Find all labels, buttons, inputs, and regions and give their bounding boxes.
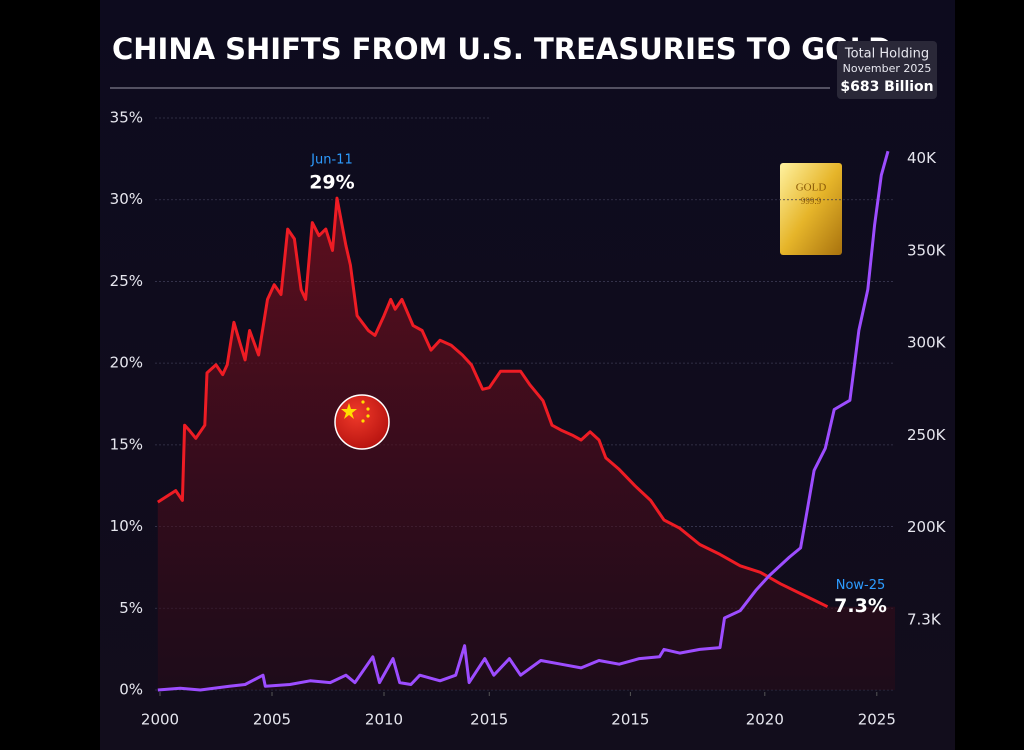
y-tick-label: 10% bbox=[110, 517, 143, 535]
y-tick-label: 30% bbox=[110, 190, 143, 208]
annotation-date: Now-25 bbox=[836, 578, 886, 593]
annotation-value: 7.3% bbox=[834, 595, 887, 617]
series-line bbox=[156, 196, 829, 609]
gold-bar-body bbox=[780, 163, 842, 255]
flag-star bbox=[341, 403, 357, 419]
flag-star bbox=[366, 407, 370, 411]
x-tick-label: 2015 bbox=[470, 711, 508, 729]
y2-tick-label: 250K bbox=[907, 426, 947, 444]
plot: 0% 5% 10% 15% 20% 25% 30% 35% 7.3K 200K 250K 300K 35… bbox=[110, 109, 947, 729]
chart-title: CHINA SHIFTS FROM U.S. TREASURIES TO GOL… bbox=[112, 32, 892, 66]
info-title: Total Holding bbox=[844, 47, 929, 62]
flag-star bbox=[366, 414, 370, 418]
series-line bbox=[157, 150, 890, 692]
x-tick-label: 2010 bbox=[365, 711, 403, 729]
x-tick-label: 2020 bbox=[746, 711, 784, 729]
y2-tick-label: 40K bbox=[907, 149, 937, 167]
x-tick-label: 2025 bbox=[858, 711, 896, 729]
y-tick-label: 25% bbox=[110, 272, 143, 290]
area-fill bbox=[157, 198, 896, 690]
y-tick-label: 0% bbox=[119, 681, 143, 699]
y2-tick-label: 7.3K bbox=[907, 610, 942, 628]
gold-bar: GOLD 999.9 bbox=[780, 163, 842, 255]
annotation-date: Jun-11 bbox=[310, 153, 353, 168]
x-tick-label: 2015 bbox=[611, 711, 649, 729]
gold-bar-purity: 999.9 bbox=[801, 196, 822, 206]
y2-tick-label: 350K bbox=[907, 241, 947, 259]
flag-star bbox=[361, 400, 365, 404]
x-tick-label: 2005 bbox=[253, 711, 291, 729]
y-tick-label: 5% bbox=[119, 599, 143, 617]
annotation-value: 29% bbox=[309, 172, 354, 194]
info-date: November 2025 bbox=[843, 62, 932, 75]
china-flag bbox=[334, 394, 390, 450]
y2-tick-label: 200K bbox=[907, 518, 947, 536]
y-tick-label: 20% bbox=[110, 354, 143, 372]
y-tick-label: 15% bbox=[110, 435, 143, 453]
info-box bbox=[837, 41, 937, 99]
gold-bar-label: GOLD bbox=[796, 182, 827, 194]
flag-star bbox=[361, 419, 365, 423]
y2-tick-label: 300K bbox=[907, 334, 947, 352]
y-tick-label: 35% bbox=[110, 109, 143, 127]
x-tick-label: 2000 bbox=[141, 711, 179, 729]
info-value: $683 Billion bbox=[840, 79, 933, 95]
